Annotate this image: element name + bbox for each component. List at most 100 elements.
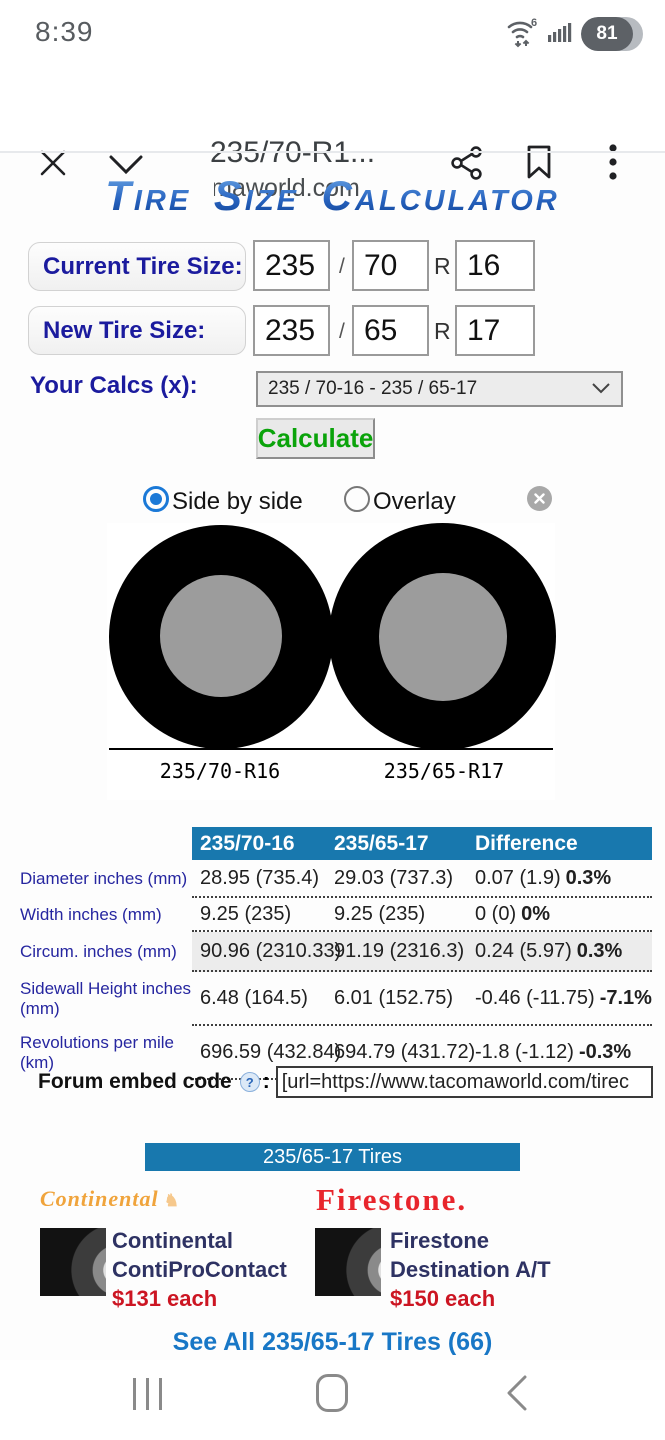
firestone-logo: Firestone. [316, 1182, 468, 1217]
table-header-cells: 235/70-16 235/65-17 Difference [192, 827, 652, 860]
row-values: 6.48 (164.5) 6.01 (152.75) -0.46 (-11.75… [192, 972, 652, 1026]
comparison-table: 235/70-16 235/65-17 Difference Diameter … [20, 827, 652, 1080]
side-by-side-label[interactable]: Side by side [172, 488, 303, 515]
tire-2-rim [379, 573, 507, 701]
overlay-label[interactable]: Overlay [373, 488, 456, 515]
difference-value: -1.8 (-1.12) -0.3% [475, 1040, 632, 1063]
current-width-input[interactable] [253, 240, 330, 291]
table-row: Width inches (mm) 9.25 (235) 9.25 (235) … [20, 898, 652, 932]
product-name-line2: Destination A/T [390, 1257, 551, 1282]
tire2-value: 9.25 (235) [334, 902, 426, 925]
page-heading: Tire Size Calculator [0, 172, 665, 220]
battery-percent: 81 [581, 16, 633, 51]
firestone-product[interactable]: Firestone Destination A/T $150 each [390, 1226, 551, 1313]
table-row: Diameter inches (mm) 28.95 (735.4) 29.03… [20, 860, 652, 898]
product-name-line1: Firestone [390, 1228, 490, 1253]
tire-comparison-diagram: 235/70-R16 235/65-R17 [107, 523, 556, 800]
your-calcs-dropdown[interactable]: 235 / 70-16 - 235 / 65-17 [256, 371, 623, 407]
wifi-icon: 6 [505, 14, 539, 53]
help-icon[interactable]: ? [239, 1072, 260, 1092]
forum-embed-row: Forum embed code ? : [38, 1066, 653, 1098]
row-values: 90.96 (2310.33) 91.19 (2316.3) 0.24 (5.9… [192, 932, 652, 972]
side-by-side-radio[interactable] [143, 486, 169, 512]
page-domain: maworld.com [214, 174, 360, 203]
new-width-input[interactable] [253, 305, 330, 356]
overlay-radio[interactable] [344, 486, 370, 512]
row-label: Revolutions per mile (km) [20, 1033, 175, 1072]
android-nav-bar [0, 1360, 665, 1440]
tire2-value: 29.03 (737.3) [334, 866, 453, 889]
tire1-value: 90.96 (2310.33) [200, 939, 342, 962]
recents-icon[interactable] [133, 1378, 162, 1410]
table-header-row: 235/70-16 235/65-17 Difference [20, 827, 652, 860]
table-header-spacer [20, 827, 192, 860]
current-aspect-input[interactable] [352, 240, 429, 291]
continental-product[interactable]: Continental ContiProContact $131 each [112, 1226, 287, 1313]
tire-2-caption: 235/65-R17 [383, 759, 505, 783]
continental-tire-image[interactable] [40, 1228, 106, 1296]
view-mode-options: Side by side Overlay [0, 486, 665, 516]
page-domain-clip: maworld.com [214, 174, 372, 204]
tire1-value: 696.59 (432.84) [200, 1040, 342, 1063]
tire2-value: 6.01 (152.75) [334, 986, 453, 1009]
difference-value: 0 (0) 0% [475, 902, 551, 925]
tire1-value: 9.25 (235) [200, 902, 292, 925]
row-values: 9.25 (235) 9.25 (235) 0 (0) 0% [192, 898, 652, 932]
continental-logo: Continental ♞ [40, 1186, 181, 1211]
page-title: 235/70-R1... [209, 136, 376, 169]
chevron-down-icon[interactable] [105, 148, 147, 182]
firestone-tire-image[interactable] [315, 1228, 381, 1296]
column-header: 235/70-16 [200, 831, 295, 855]
browser-toolbar: 235/70-R1... maworld.com [0, 62, 665, 202]
new-slash: / [339, 320, 345, 343]
ground-line [109, 748, 553, 750]
table-row: Circum. inches (mm) 90.96 (2310.33) 91.1… [20, 932, 652, 972]
calculate-button[interactable]: Calculate [256, 418, 375, 459]
dropdown-chevron-icon [591, 378, 611, 400]
toolbar-divider [0, 151, 665, 153]
battery-icon: 81 [581, 16, 643, 51]
radio-dot [150, 493, 162, 505]
difference-value: 0.24 (5.97) 0.3% [475, 939, 623, 962]
row-values: 28.95 (735.4) 29.03 (737.3) 0.07 (1.9) 0.… [192, 860, 652, 898]
current-radial-label: R [434, 253, 451, 279]
column-header: Difference [475, 831, 578, 855]
overflow-menu-icon[interactable] [598, 142, 628, 184]
forum-embed-colon: : [262, 1070, 270, 1093]
bookmark-icon[interactable] [520, 142, 558, 182]
back-icon[interactable] [503, 1374, 529, 1417]
new-aspect-input[interactable] [352, 305, 429, 356]
your-calcs-value: 235 / 70-16 - 235 / 65-17 [268, 378, 478, 399]
home-icon[interactable] [316, 1374, 348, 1412]
column-header: 235/65-17 [334, 831, 429, 855]
product-price: $131 each [112, 1286, 218, 1311]
row-label: Diameter inches (mm) [20, 869, 188, 888]
continental-horse-icon: ♞ [158, 1191, 181, 1210]
tire2-value: 694.79 (431.72) [334, 1040, 476, 1063]
new-radial-label: R [434, 318, 451, 344]
status-icons: 6 81 [505, 14, 643, 53]
new-rim-input[interactable] [455, 305, 535, 356]
row-label: Sidewall Height inches (mm) [20, 979, 192, 1018]
product-name-line2: ContiProContact [112, 1257, 287, 1282]
see-all-tires-link[interactable]: See All 235/65-17 Tires (66) [172, 1328, 493, 1356]
forum-embed-input[interactable] [275, 1066, 653, 1098]
row-label: Width inches (mm) [20, 905, 162, 924]
your-calcs-label: Your Calcs (x): [30, 372, 198, 399]
tire-1-rim [160, 575, 282, 697]
status-bar: 8:39 6 [0, 0, 665, 62]
tire2-value: 91.19 (2316.3) [334, 939, 465, 962]
close-tab-button[interactable] [34, 144, 72, 182]
difference-value: -0.46 (-11.75) -7.1% [475, 986, 652, 1009]
current-tire-size-label: Current Tire Size: [28, 242, 246, 291]
product-price: $150 each [390, 1286, 496, 1311]
current-rim-input[interactable] [455, 240, 535, 291]
new-tire-size-label: New Tire Size: [28, 306, 246, 355]
tire-1-caption: 235/70-R16 [159, 759, 281, 783]
clock: 8:39 [35, 16, 94, 47]
svg-text:6: 6 [531, 17, 537, 29]
forum-embed-label: Forum embed code [38, 1070, 232, 1093]
close-diagram-button[interactable] [527, 486, 552, 511]
difference-value: 0.07 (1.9) 0.3% [475, 866, 612, 889]
